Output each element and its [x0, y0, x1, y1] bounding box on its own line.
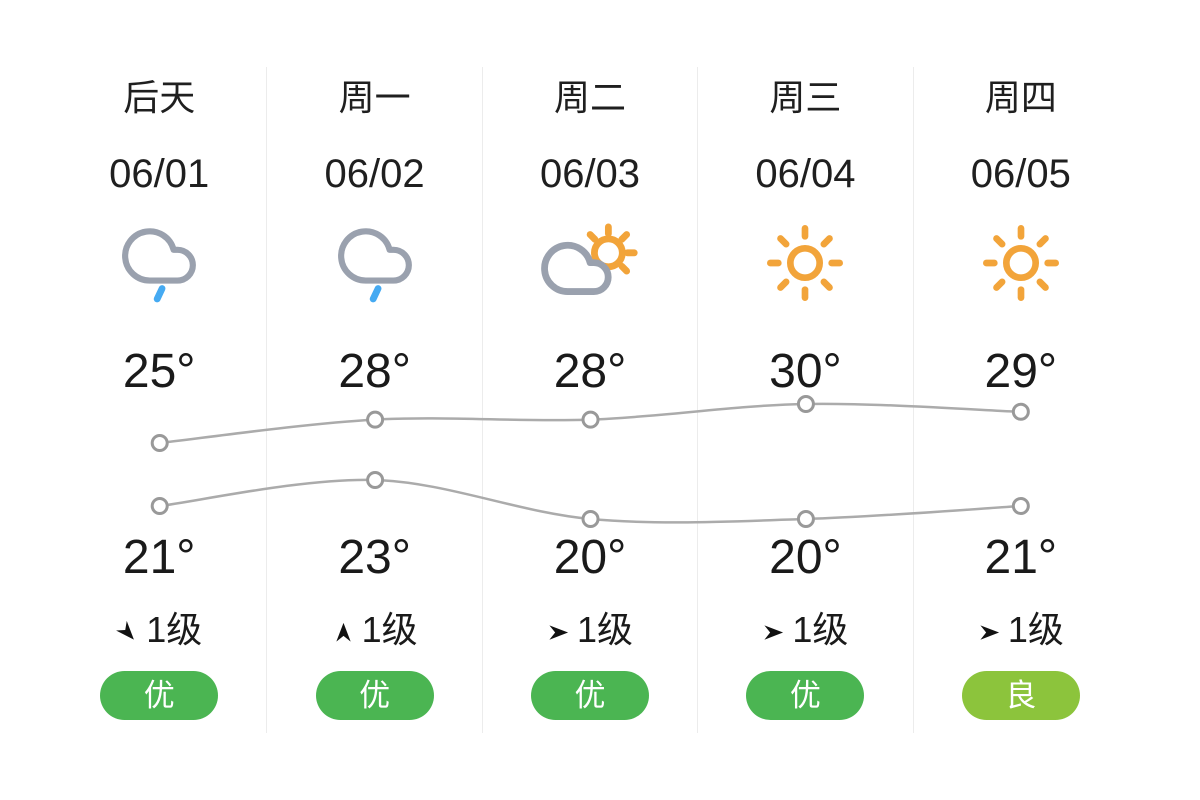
wind-info: 1级: [52, 607, 266, 653]
aqi-badge[interactable]: 优: [100, 671, 219, 720]
low-temperature: 20°: [769, 531, 842, 584]
sunny-icon: [765, 223, 845, 308]
day-name: 周三: [769, 77, 842, 118]
weather-icon-box: [698, 219, 912, 311]
wind-info: 1级: [483, 607, 697, 653]
forecast-day-column[interactable]: 周三 06/04 30° 20° 1级 优: [698, 67, 914, 733]
day-date: 06/04: [755, 152, 856, 196]
high-temperature: 29°: [984, 345, 1058, 398]
wind-level: 1级: [577, 609, 634, 650]
wind-direction-icon: [549, 625, 569, 640]
wind-level: 1级: [361, 609, 418, 650]
aqi-badge[interactable]: 良: [961, 671, 1080, 720]
aqi-badge[interactable]: 优: [315, 671, 434, 720]
sunny-icon: [981, 223, 1061, 308]
wind-info: 1级: [267, 607, 481, 653]
weather-icon-box: [483, 219, 697, 311]
light-rain-icon: [122, 219, 197, 312]
wind-direction-icon: [980, 625, 999, 640]
low-temperature: 21°: [122, 531, 196, 584]
high-temperature: 28°: [338, 345, 411, 398]
aqi-badge[interactable]: 优: [531, 671, 650, 720]
wind-level: 1级: [146, 609, 203, 650]
weather-icon-box: [914, 219, 1128, 311]
wind-info: 1级: [914, 607, 1128, 653]
wind-level: 1级: [792, 609, 849, 650]
wind-info: 1级: [698, 607, 912, 653]
wind-direction-icon: [764, 625, 784, 640]
day-name: 周一: [338, 77, 411, 118]
forecast-day-column[interactable]: 周四 06/05 29° 21° 1级 良: [914, 67, 1128, 733]
day-date: 06/01: [109, 152, 210, 196]
weather-icon-box: [267, 219, 481, 311]
aqi-badge[interactable]: 优: [746, 671, 865, 720]
day-date: 06/03: [539, 152, 641, 196]
forecast-board: 后天 06/01 25° 21° 1级 优 周一 06/02: [52, 67, 1128, 733]
wind-direction-icon: [116, 620, 135, 640]
high-temperature: 28°: [553, 345, 627, 398]
forecast-day-column[interactable]: 周二 06/03 28° 20° 1级: [483, 67, 699, 733]
low-temperature: 23°: [338, 531, 411, 584]
high-temperature: 30°: [769, 345, 842, 398]
light-rain-icon: [337, 219, 412, 312]
wind-level: 1级: [1007, 609, 1064, 650]
low-temperature: 20°: [553, 531, 627, 584]
day-date: 06/05: [970, 152, 1071, 196]
day-name: 周四: [984, 77, 1057, 118]
day-name: 后天: [123, 77, 196, 118]
weather-icon-box: [52, 219, 266, 311]
forecast-day-column[interactable]: 后天 06/01 25° 21° 1级 优: [52, 67, 268, 733]
partly-cloudy-icon: [541, 222, 639, 309]
wind-direction-icon: [335, 622, 351, 642]
low-temperature: 21°: [984, 531, 1058, 584]
day-name: 周二: [554, 77, 627, 118]
forecast-day-column[interactable]: 周一 06/02 28° 23° 1级 优: [267, 67, 483, 733]
day-date: 06/02: [324, 152, 425, 196]
high-temperature: 25°: [122, 345, 196, 398]
